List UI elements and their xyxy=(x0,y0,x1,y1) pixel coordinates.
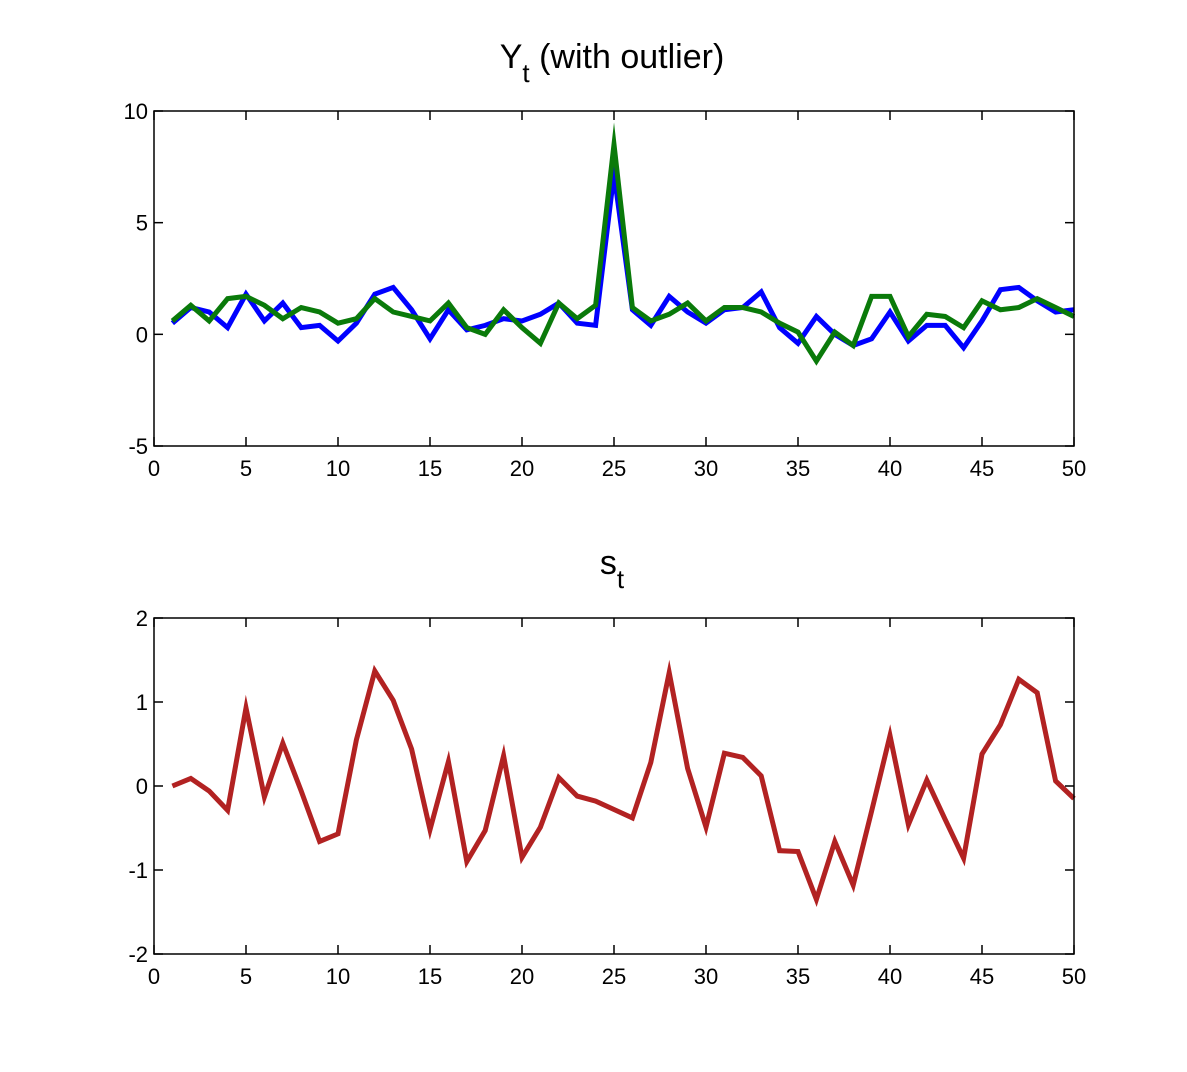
y-tick-label-top-0: 0 xyxy=(136,322,148,347)
x-tick-label-top-0: 0 xyxy=(148,456,160,481)
x-tick-label-bottom-20: 20 xyxy=(510,964,534,989)
x-tick-label-top-40: 40 xyxy=(878,456,902,481)
x-tick-label-bottom-45: 45 xyxy=(970,964,994,989)
x-tick-label-top-15: 15 xyxy=(418,456,442,481)
chart-panel-top: Yt (with outlier) 0 5 10 15 20 25 30 35 40 45 50-5… xyxy=(124,38,1087,481)
x-tick-label-top-45: 45 xyxy=(970,456,994,481)
x-tick-label-bottom-50: 50 xyxy=(1062,964,1086,989)
x-tick-label-bottom-10: 10 xyxy=(326,964,350,989)
x-tick-label-bottom-40: 40 xyxy=(878,964,902,989)
x-tick-label-bottom-0: 0 xyxy=(148,964,160,989)
x-tick-label-top-50: 50 xyxy=(1062,456,1086,481)
y-tick-label-bottom--1: -1 xyxy=(128,858,148,883)
series-line-top-2 xyxy=(170,122,1076,366)
chart-title-top: Yt (with outlier) xyxy=(500,38,725,88)
x-tick-label-bottom-5: 5 xyxy=(240,964,252,989)
x-tick-label-top-20: 20 xyxy=(510,456,534,481)
y-tick-label-bottom-1: 1 xyxy=(136,690,148,715)
x-tick-label-top-35: 35 xyxy=(786,456,810,481)
x-tick-label-bottom-25: 25 xyxy=(602,964,626,989)
chart-title-bottom: st xyxy=(600,544,625,594)
series-layer-top xyxy=(170,122,1076,366)
y-tick-label-top--5: -5 xyxy=(128,434,148,459)
x-tick-label-top-10: 10 xyxy=(326,456,350,481)
x-tick-label-bottom-30: 30 xyxy=(694,964,718,989)
x-tick-label-top-25: 25 xyxy=(602,456,626,481)
x-tick-label-top-5: 5 xyxy=(240,456,252,481)
y-tick-label-bottom-0: 0 xyxy=(136,774,148,799)
y-tick-label-bottom--2: -2 xyxy=(128,942,148,967)
x-tick-label-top-30: 30 xyxy=(694,456,718,481)
chart-panel-bottom: st 0 5 10 15 20 25 30 35 40 45 50 -2 -1 0 1 2 xyxy=(128,544,1086,989)
y-tick-label-bottom-2: 2 xyxy=(136,606,148,631)
x-tick-label-bottom-35: 35 xyxy=(786,964,810,989)
tick-layer-bottom: 0 5 10 15 20 25 30 35 40 45 50 -2 -1 0 1 2 xyxy=(128,606,1086,989)
series-layer-bottom xyxy=(171,659,1076,907)
y-tick-label-top-5: 5 xyxy=(136,211,148,236)
x-tick-label-bottom-15: 15 xyxy=(418,964,442,989)
series-line-bottom-1 xyxy=(171,659,1076,907)
y-tick-label-top-10: 10 xyxy=(124,99,148,124)
